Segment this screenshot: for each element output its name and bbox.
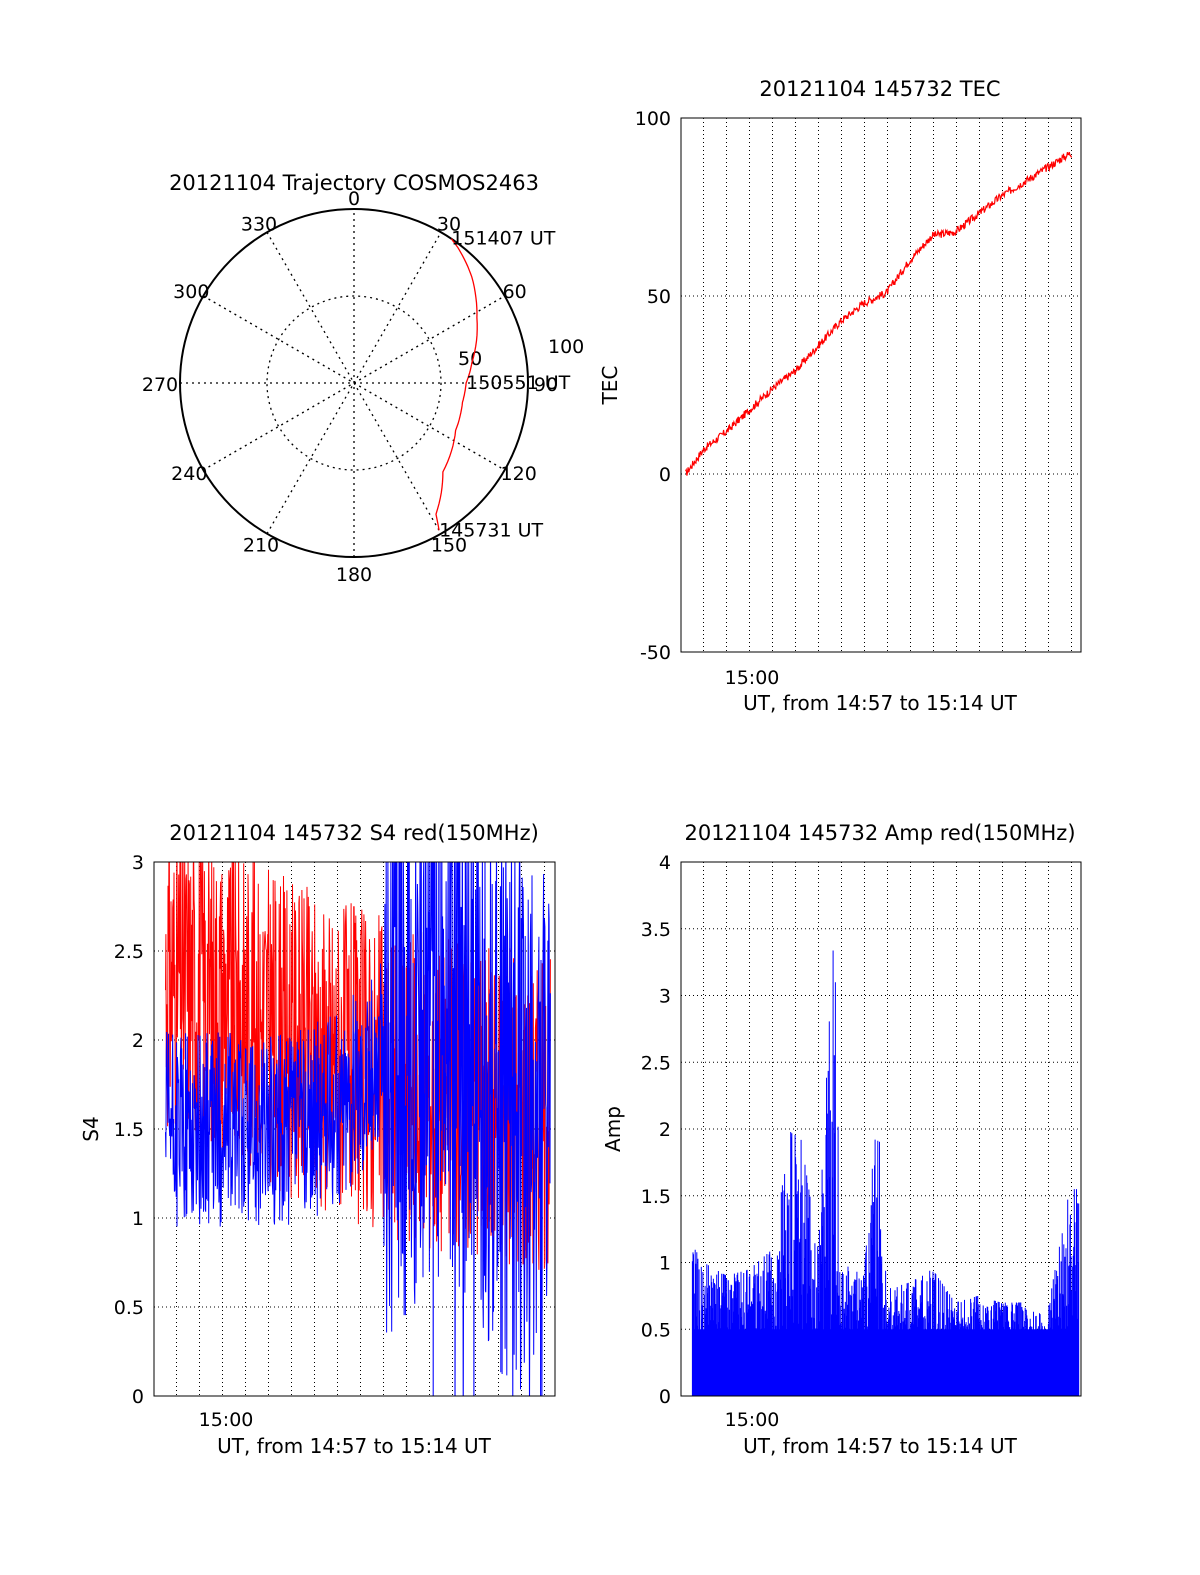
y-tick-label-2: 2: [132, 1030, 144, 1052]
y-tick-label-3: 3: [659, 986, 671, 1008]
s4-blue-line: [165, 862, 551, 1396]
trajectory-time-annotations: 151407 UT 150551 UT 145731 UT: [439, 228, 571, 542]
trajectory-annotation-2: 145731 UT: [439, 519, 543, 541]
trajectory-annotation-1: 150551 UT: [466, 372, 570, 394]
tec-title: 20121104 145732 TEC: [759, 77, 1000, 101]
tec-grid: [681, 118, 1081, 652]
polar-azimuth-label-270: 270: [142, 374, 178, 396]
polar-azimuth-label-300: 300: [173, 281, 209, 303]
polar-radial-label-100: 100: [548, 336, 584, 358]
amp-bars: [691, 950, 1080, 1396]
amp-title: 20121104 145732 Amp red(150MHz): [684, 821, 1075, 845]
tec-line: [685, 151, 1072, 476]
polar-azimuth-labels: 0 30 60 90 120 150 180 210 240 270 300 330: [142, 188, 558, 586]
s4-y-label: S4: [79, 1116, 103, 1141]
polar-azimuth-label-210: 210: [243, 535, 279, 557]
amp-frame: [680, 861, 1082, 1397]
tec-series: [685, 151, 1072, 476]
amp-y-label: Amp: [601, 1106, 625, 1152]
y-tick-label-1.5: 1.5: [641, 1186, 671, 1208]
polar-azimuth-label-330: 330: [241, 213, 277, 235]
polar-azimuth-label-90: 90: [534, 374, 558, 396]
tec-y-label: TEC: [598, 366, 622, 406]
polar-azimuth-label-240: 240: [171, 463, 207, 485]
polar-azimuth-label-30: 30: [437, 213, 461, 235]
trajectory-annotation-0: 151407 UT: [451, 228, 555, 250]
y-tick-label-2: 2: [659, 1119, 671, 1141]
s4-red-line: [165, 862, 551, 1270]
y-tick-label-0: 0: [659, 1386, 671, 1408]
y-tick-label-1: 1: [659, 1253, 671, 1275]
y-tick-label-3.5: 3.5: [641, 919, 671, 941]
tec-y-ticks: -50 0 50 100: [635, 108, 671, 664]
s4-y-ticks: 0 0.5 1 1.5 2 2.5 3: [114, 852, 144, 1408]
polar-azimuth-label-180: 180: [336, 564, 372, 586]
amp-y-ticks: 0 0.5 1 1.5 2 2.5 3 3.5 4: [641, 852, 671, 1408]
polar-spoke-150: [266, 231, 442, 535]
y-tick-label--50: -50: [640, 642, 671, 664]
tec-frame: [680, 117, 1082, 653]
polar-azimuth-label-120: 120: [501, 463, 537, 485]
trajectory-polar-plot: 20121104 Trajectory COSMOS2463 0 30 60 90 12…: [142, 171, 584, 586]
y-tick-label-1.5: 1.5: [114, 1119, 144, 1141]
y-tick-label-100: 100: [635, 108, 671, 130]
y-tick-label-0.5: 0.5: [114, 1297, 144, 1319]
tec-panel: 20121104 145732 TEC -50 0 50 100 15:00 UT, …: [598, 77, 1082, 715]
amp-base-band: [692, 1329, 1079, 1396]
y-tick-label-3: 3: [132, 852, 144, 874]
amp-panel: 20121104 145732 Amp red(150MHz) 0 0.5 1 1.5…: [601, 821, 1082, 1458]
y-tick-label-2.5: 2.5: [641, 1052, 671, 1074]
polar-title: 20121104 Trajectory COSMOS2463: [169, 171, 539, 195]
polar-azimuth-label-150: 150: [431, 535, 467, 557]
s4-panel: 20121104 145732 S4 red(150MHz) 0 0.5 1 1.5 2…: [79, 821, 556, 1458]
polar-azimuth-label-60: 60: [503, 281, 527, 303]
amp-x-tick-1500: 15:00: [725, 1409, 780, 1431]
polar-azimuth-label-0: 0: [348, 188, 360, 210]
y-tick-label-0.5: 0.5: [641, 1319, 671, 1341]
tec-x-tick-1500: 15:00: [725, 667, 780, 689]
amp-x-label: UT, from 14:57 to 15:14 UT: [743, 1434, 1018, 1458]
amp-series: [691, 950, 1080, 1396]
polar-ring-50: [266, 295, 442, 471]
s4-title: 20121104 145732 S4 red(150MHz): [169, 821, 539, 845]
s4-x-tick-1500: 15:00: [199, 1409, 254, 1431]
y-tick-label-0: 0: [132, 1386, 144, 1408]
s4-frame: [153, 861, 556, 1397]
trajectory-curve: [435, 238, 478, 531]
s4-x-label: UT, from 14:57 to 15:14 UT: [217, 1434, 492, 1458]
polar-outer-circle: [179, 208, 529, 558]
y-tick-label-2.5: 2.5: [114, 941, 144, 963]
y-tick-label-4: 4: [659, 852, 671, 874]
s4-series: [165, 862, 551, 1396]
polar-grid: [180, 209, 528, 557]
y-tick-label-0: 0: [659, 464, 671, 486]
polar-radial-label-50: 50: [458, 348, 482, 370]
y-tick-label-50: 50: [647, 286, 671, 308]
tec-x-label: UT, from 14:57 to 15:14 UT: [743, 691, 1018, 715]
y-tick-label-1: 1: [132, 1208, 144, 1230]
